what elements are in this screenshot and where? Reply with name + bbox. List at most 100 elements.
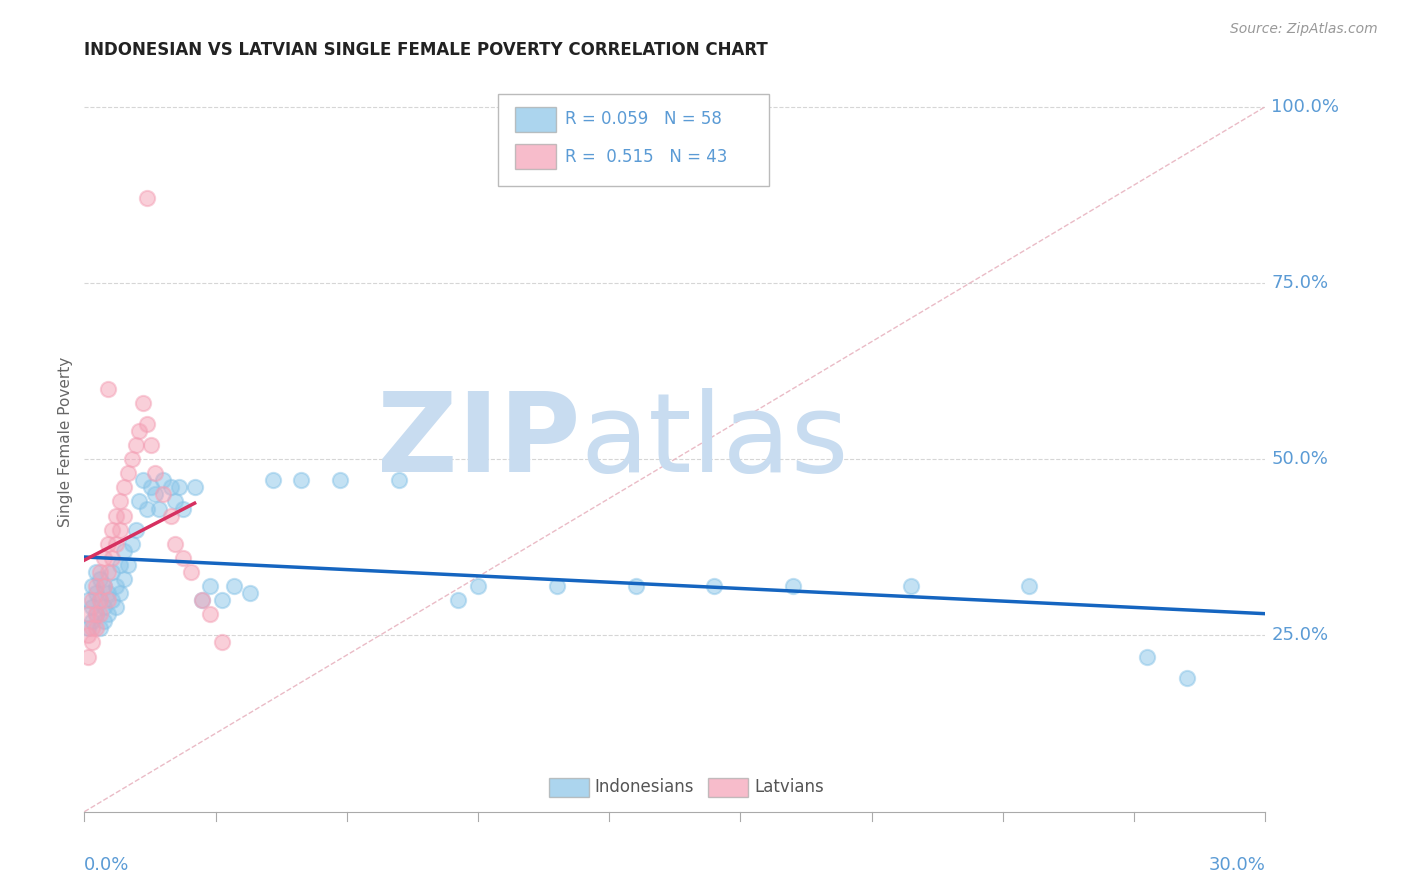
Point (239, 586, 262, 600)
Point (89, 621, 111, 635)
Text: 30.0%: 30.0% (1209, 856, 1265, 874)
Point (211, 593, 233, 607)
Point (183, 480, 205, 494)
Point (1175, 671, 1198, 685)
Text: Latvians: Latvians (754, 779, 824, 797)
Text: R = 0.059   N = 58: R = 0.059 N = 58 (565, 111, 721, 128)
Point (180, 565, 202, 579)
Y-axis label: Single Female Poverty: Single Female Poverty (58, 357, 73, 526)
Point (152, 473, 174, 487)
Text: Source: ZipAtlas.com: Source: ZipAtlas.com (1230, 22, 1378, 37)
Point (77, 607, 100, 622)
Point (191, 593, 214, 607)
Point (93, 615, 115, 629)
Point (84, 607, 107, 622)
Point (121, 452, 143, 467)
Point (84, 607, 107, 622)
Point (329, 473, 352, 487)
Point (93, 550, 115, 565)
Point (77, 621, 100, 635)
Point (200, 607, 222, 622)
Point (104, 537, 127, 551)
Point (101, 565, 124, 579)
Point (108, 523, 131, 537)
Point (141, 480, 163, 494)
Point (84, 621, 107, 635)
Point (112, 480, 135, 494)
Point (388, 473, 411, 487)
Point (77, 593, 100, 607)
Point (624, 579, 647, 593)
Point (82, 579, 104, 593)
Point (136, 417, 159, 431)
Point (191, 593, 214, 607)
Point (89, 607, 111, 622)
Point (112, 572, 135, 586)
Point (172, 501, 194, 516)
Point (1018, 579, 1040, 593)
Point (172, 550, 194, 565)
Point (97, 586, 120, 600)
Text: atlas: atlas (581, 388, 849, 495)
Point (143, 467, 166, 481)
Point (97, 607, 120, 622)
Point (104, 508, 127, 523)
Point (262, 473, 284, 487)
Point (84, 579, 107, 593)
Text: Indonesians: Indonesians (595, 779, 695, 797)
Point (132, 473, 155, 487)
Point (1136, 649, 1159, 664)
Text: ZIP: ZIP (377, 388, 581, 495)
Text: 0.0%: 0.0% (84, 856, 129, 874)
Point (200, 579, 222, 593)
Point (101, 593, 124, 607)
Text: 25.0%: 25.0% (1271, 626, 1329, 644)
FancyBboxPatch shape (498, 94, 769, 186)
Point (93, 600, 115, 615)
Point (89, 565, 111, 579)
Point (546, 579, 568, 593)
Point (82, 621, 104, 635)
Point (467, 579, 489, 593)
Point (82, 615, 104, 629)
Point (77, 649, 100, 664)
Point (211, 635, 233, 649)
Text: INDONESIAN VS LATVIAN SINGLE FEMALE POVERTY CORRELATION CHART: INDONESIAN VS LATVIAN SINGLE FEMALE POVE… (84, 41, 768, 59)
Point (89, 572, 111, 586)
Point (101, 550, 124, 565)
Point (84, 586, 107, 600)
FancyBboxPatch shape (548, 778, 589, 797)
Point (84, 565, 107, 579)
Point (82, 593, 104, 607)
Point (128, 424, 150, 438)
Point (703, 579, 725, 593)
Point (152, 487, 174, 501)
Text: 100.0%: 100.0% (1271, 97, 1340, 116)
Point (117, 467, 139, 481)
Text: R =  0.515   N = 43: R = 0.515 N = 43 (565, 147, 727, 166)
Point (104, 600, 127, 615)
Point (163, 537, 186, 551)
Point (222, 579, 245, 593)
Point (167, 480, 190, 494)
Point (89, 593, 111, 607)
FancyBboxPatch shape (516, 144, 555, 169)
Point (124, 523, 146, 537)
Point (160, 508, 183, 523)
FancyBboxPatch shape (516, 107, 555, 132)
Point (108, 494, 131, 508)
Point (900, 579, 922, 593)
Point (143, 487, 166, 501)
Point (82, 635, 104, 649)
Point (160, 480, 183, 494)
Point (97, 593, 120, 607)
Point (101, 523, 124, 537)
Point (108, 586, 131, 600)
Point (128, 494, 150, 508)
Point (121, 537, 143, 551)
Point (290, 473, 312, 487)
Point (93, 579, 115, 593)
Point (112, 508, 135, 523)
Point (136, 191, 159, 205)
Point (124, 438, 146, 452)
